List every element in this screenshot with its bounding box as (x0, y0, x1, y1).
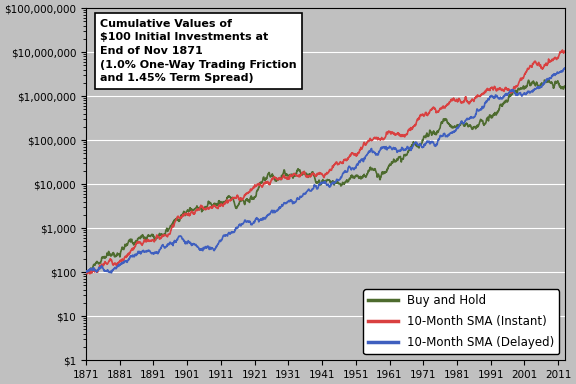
Legend: Buy and Hold, 10-Month SMA (Instant), 10-Month SMA (Delayed): Buy and Hold, 10-Month SMA (Instant), 10… (363, 289, 559, 354)
Text: Cumulative Values of
$100 Initial Investments at
End of Nov 1871
(1.0% One-Way T: Cumulative Values of $100 Initial Invest… (100, 19, 297, 83)
